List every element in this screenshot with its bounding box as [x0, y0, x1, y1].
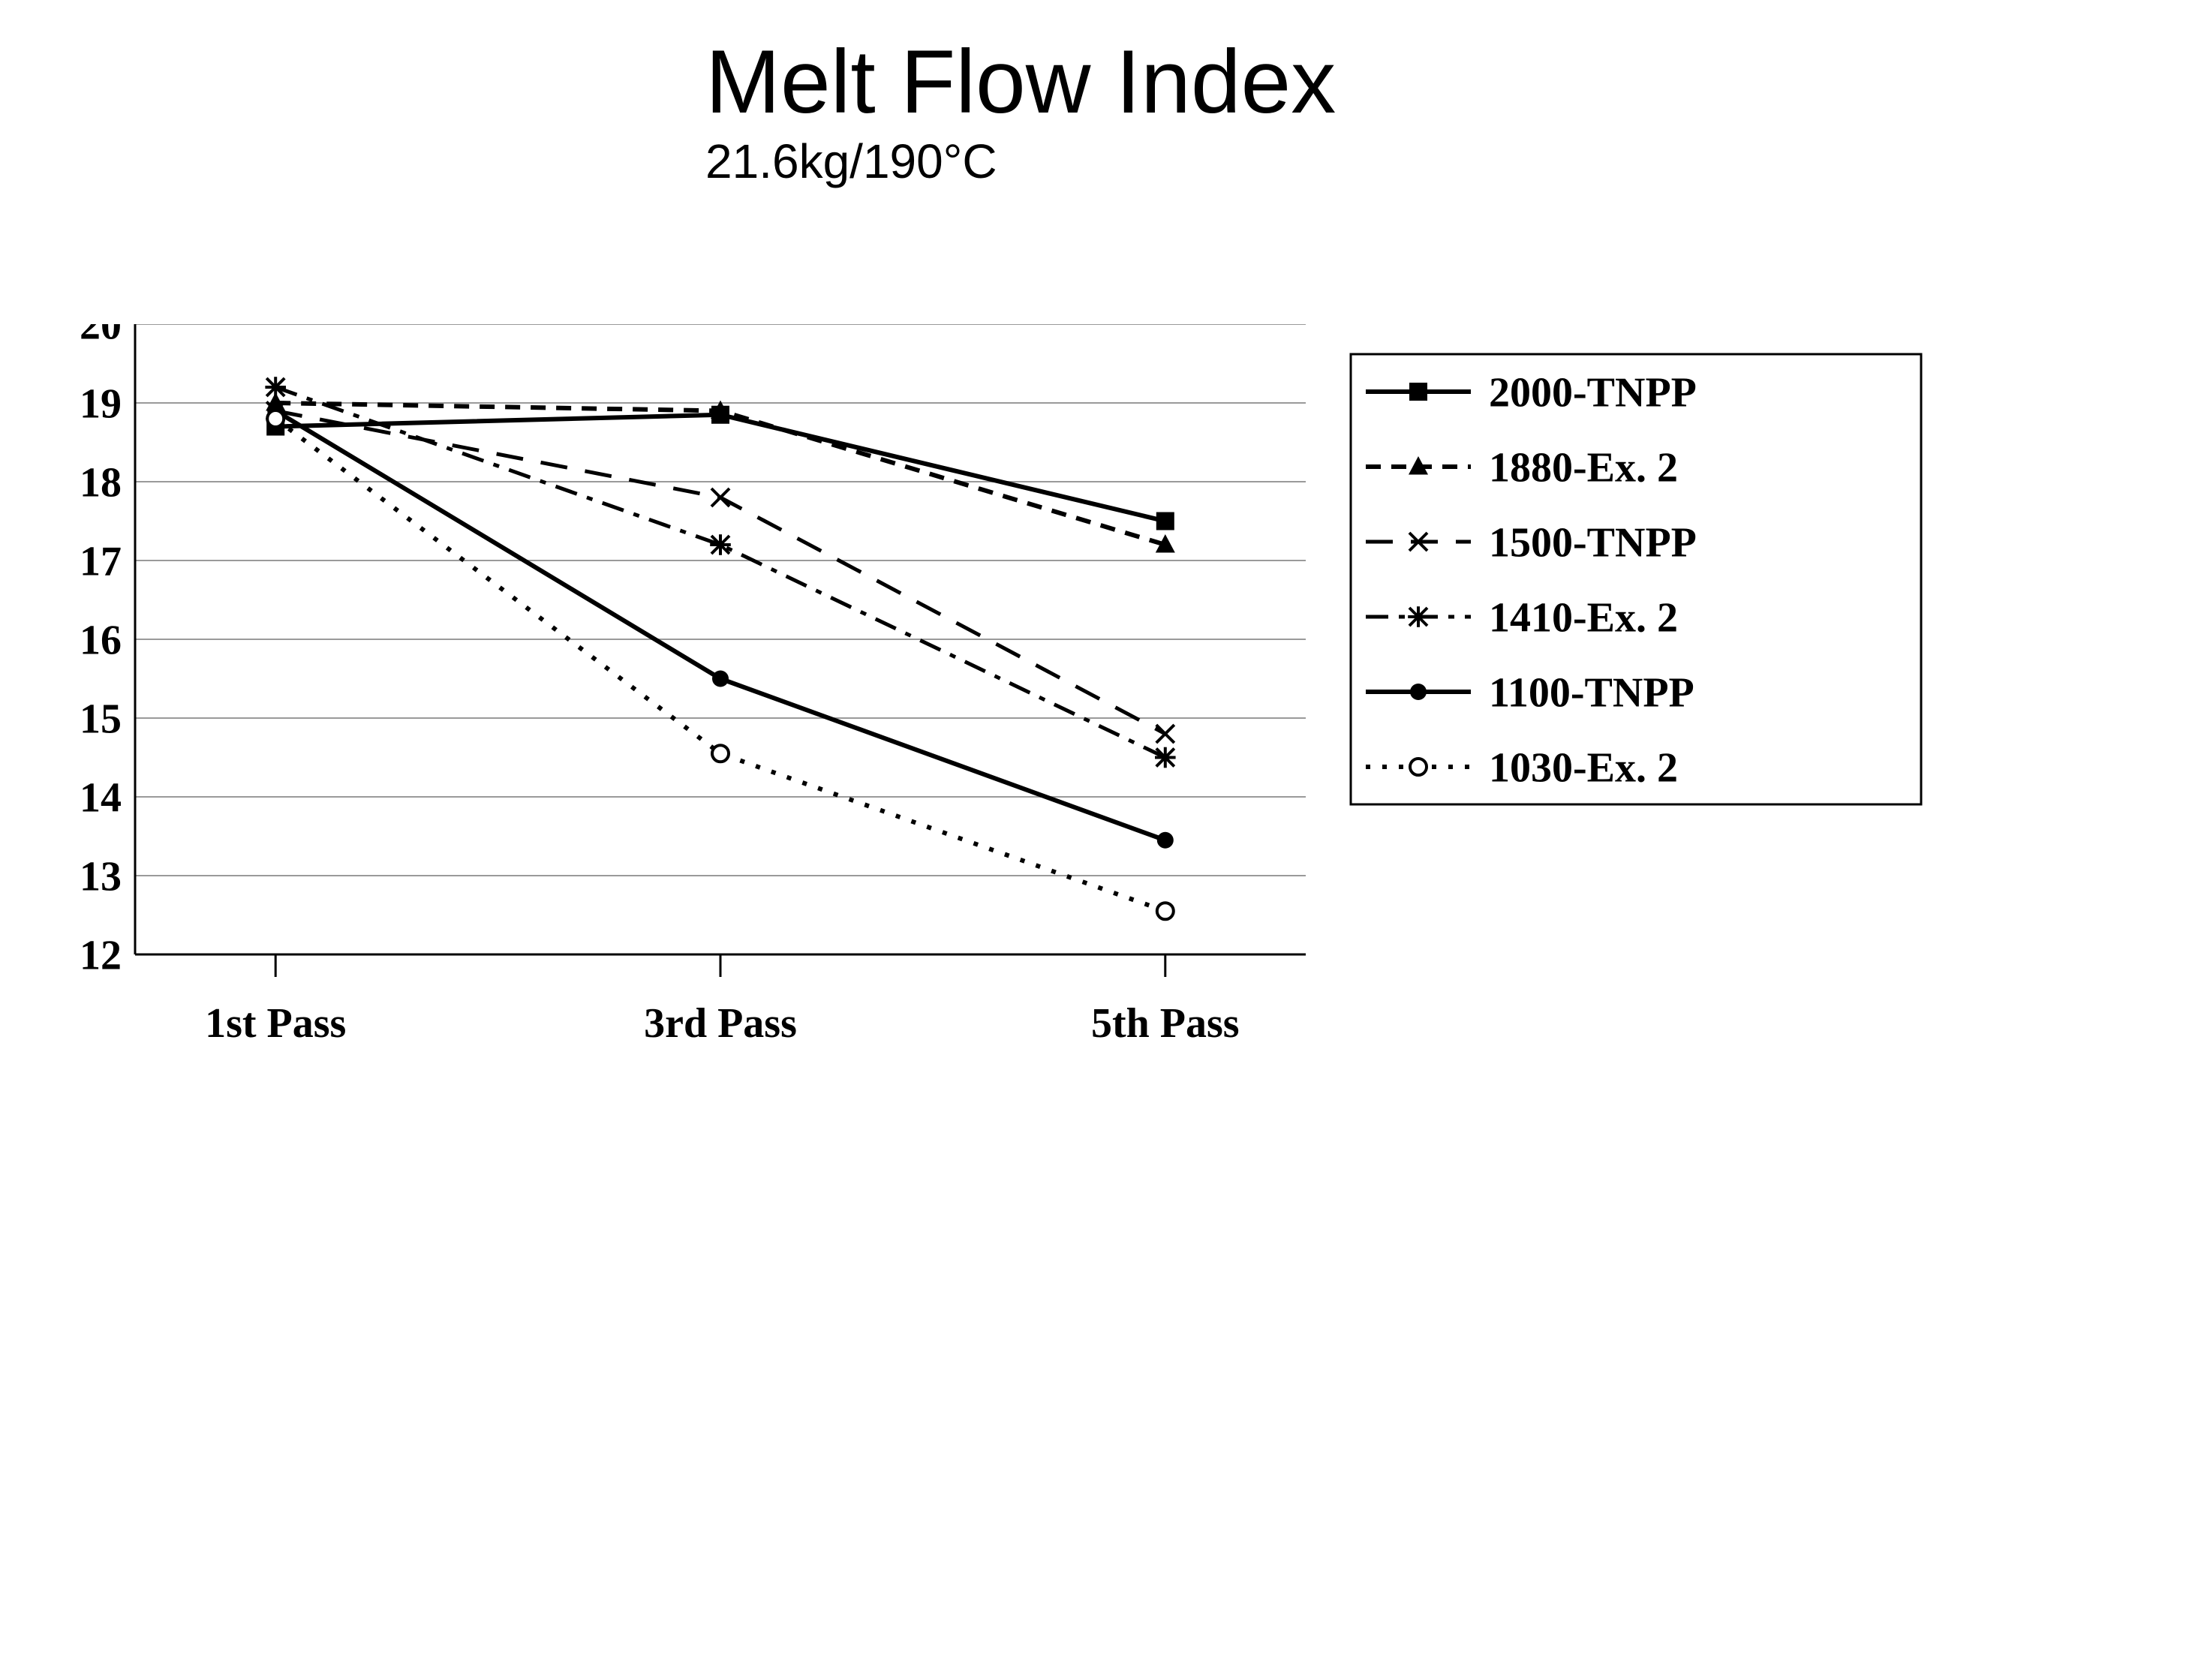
melt-flow-chart: Melt Flow Index 21.6kg/190°C 12131415161…	[30, 30, 2169, 1074]
svg-text:1500-TNPP: 1500-TNPP	[1489, 520, 1697, 567]
svg-text:17: 17	[80, 539, 122, 585]
svg-text:16: 16	[80, 618, 122, 664]
svg-text:18: 18	[80, 460, 122, 506]
chart-plot: 12 13 14 15 16 17 18 19 20 1st Pass 3rd Pass 5th Pa…	[30, 324, 1936, 1074]
chart-title-block: Melt Flow Index 21.6kg/190°C	[705, 30, 2169, 189]
svg-text:1410-Ex. 2: 1410-Ex. 2	[1489, 595, 1678, 642]
svg-text:12: 12	[80, 933, 122, 979]
svg-text:1880-Ex. 2: 1880-Ex. 2	[1489, 445, 1678, 491]
svg-text:5th Pass: 5th Pass	[1091, 1000, 1240, 1047]
svg-text:2000-TNPP: 2000-TNPP	[1489, 370, 1697, 416]
chart-subtitle: 21.6kg/190°C	[705, 134, 2169, 189]
svg-text:3rd Pass: 3rd Pass	[644, 1000, 797, 1047]
chart-legend: 2000-TNPP 1880-Ex. 2 1500-TNPP 1410-Ex. 2 11…	[1351, 354, 1921, 804]
svg-text:14: 14	[80, 775, 122, 822]
svg-text:1st Pass: 1st Pass	[205, 1000, 346, 1047]
svg-text:13: 13	[80, 854, 122, 900]
chart-title: Melt Flow Index	[705, 30, 2169, 134]
svg-text:20: 20	[80, 324, 122, 349]
svg-text:19: 19	[80, 381, 122, 428]
svg-text:15: 15	[80, 696, 122, 743]
svg-text:1030-Ex. 2: 1030-Ex. 2	[1489, 745, 1678, 792]
svg-text:1100-TNPP: 1100-TNPP	[1489, 670, 1694, 717]
